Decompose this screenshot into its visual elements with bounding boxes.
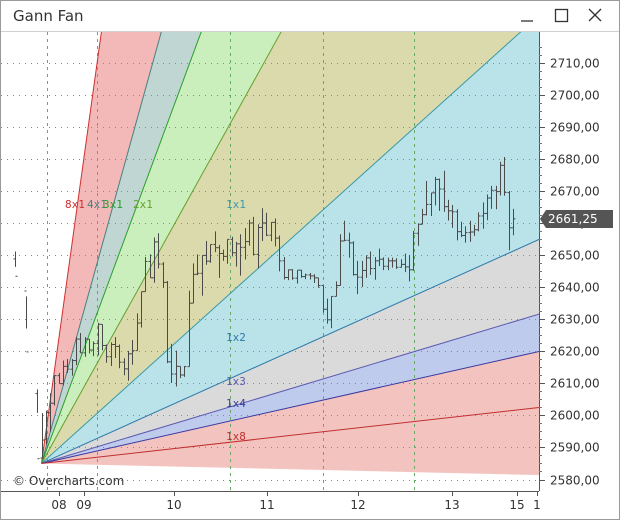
x-tick-label: 1 — [533, 498, 541, 512]
fan-label-3x1: 3x1 — [103, 198, 123, 211]
x-tick-label: 09 — [76, 498, 91, 512]
current-price-marker: 2661,25 — [540, 210, 613, 229]
fan-lines — [41, 32, 539, 464]
x-tick-label: 10 — [166, 498, 181, 512]
y-tick-label: 2610,00 — [550, 377, 600, 391]
minimize-icon — [521, 20, 533, 22]
fan-zone-1x4 — [41, 351, 539, 464]
x-tick-label: 11 — [259, 498, 274, 512]
price-bars — [13, 156, 516, 460]
fan-line-1x2 — [41, 238, 539, 464]
fan-label-1x3: 1x3 — [226, 375, 246, 388]
y-tick-label: 2700,00 — [550, 89, 600, 103]
y-tick-label: 2690,00 — [550, 121, 600, 135]
maximize-icon — [554, 8, 569, 23]
fan-line-1x8 — [41, 406, 539, 464]
y-tick-label: 2680,00 — [550, 153, 600, 167]
close-icon — [588, 8, 602, 22]
x-tick-label: 12 — [350, 498, 365, 512]
fan-label-8x1: 8x1 — [65, 198, 85, 211]
x-tick-label: 08 — [51, 498, 66, 512]
y-tick-label: 2650,00 — [550, 249, 600, 263]
fan-label-1x4: 1x4 — [226, 397, 246, 410]
fan-line-1x4 — [41, 350, 539, 464]
title-bar: Gann Fan — [1, 1, 619, 32]
fan-fills — [41, 32, 539, 476]
fan-line-2x1 — [41, 32, 282, 464]
y-tick-label: 2630,00 — [550, 313, 600, 327]
y-tick-label: 2620,00 — [550, 345, 600, 359]
fan-line-3x1 — [41, 32, 202, 464]
fan-label-1x8: 1x8 — [226, 430, 246, 443]
copyright-text: © Overcharts.com — [13, 474, 124, 488]
window-title: Gann Fan — [13, 7, 84, 25]
current-price-label: 2661,25 — [548, 212, 598, 226]
x-axis: 08 09 10 11 12 13 15 1 — [51, 491, 541, 512]
y-axis: 2580,00 2590,00 2600,00 2610,00 2620,00 2630,… — [539, 47, 600, 488]
y-tick-label: 2710,00 — [550, 57, 600, 71]
y-tick-label: 2640,00 — [550, 281, 600, 295]
fan-label-1x1: 1x1 — [226, 198, 246, 211]
fan-line-1x3 — [41, 313, 539, 464]
y-tick-label: 2600,00 — [550, 409, 600, 423]
fan-label-2x1: 2x1 — [133, 198, 153, 211]
fan-label-1x2: 1x2 — [226, 331, 246, 344]
y-tick-label: 2580,00 — [550, 474, 600, 488]
fan-label-4x1: 4x1 — [87, 198, 107, 211]
x-tick-label: 13 — [444, 498, 459, 512]
y-tick-label: 2670,00 — [550, 185, 600, 199]
maximize-button[interactable] — [547, 4, 575, 28]
y-tick-label: 2590,00 — [550, 441, 600, 455]
minimize-button[interactable] — [513, 4, 541, 28]
fan-line-1x1 — [41, 32, 522, 464]
close-button[interactable] — [581, 4, 609, 28]
x-tick-label: 15 — [509, 498, 524, 512]
